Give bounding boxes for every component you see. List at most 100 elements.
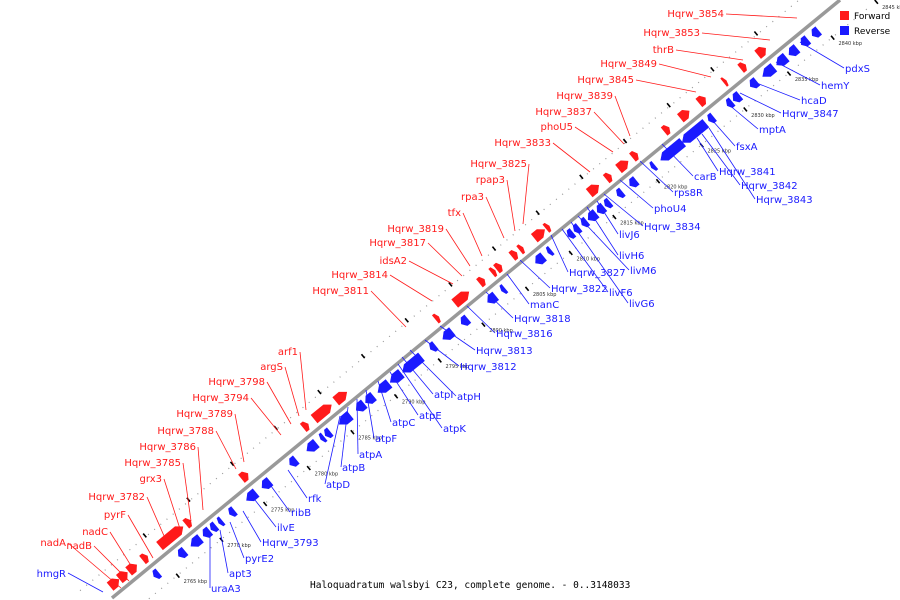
reverse-gene-1 [177,546,189,559]
tick-bottom-14 [786,71,792,77]
reverse-gene-23 [499,284,509,294]
forward-leader-30 [701,32,771,41]
reverse-gene-label: Hqrw_3818 [514,314,571,325]
forward-gene-0 [106,578,120,591]
reverse-gene-19 [429,341,439,352]
reverse-gene-33 [629,176,640,188]
forward-gene-label: tfx [448,208,461,219]
reverse-gene-28 [580,216,591,228]
reverse-leader-22 [519,259,551,289]
reverse-leader-6 [270,485,291,513]
tick-top-14 [753,30,759,36]
forward-leader-5 [163,478,182,533]
reverse-gene-label: Hqrw_3822 [551,284,608,295]
reverse-gene-label: ribB [291,508,311,519]
tick-label: 2790 kbp [402,400,426,406]
tick-label: 2765 kbp [184,579,208,585]
forward-leader-27 [635,79,697,93]
tick-top-4 [317,389,322,395]
tick-top-0 [142,533,147,538]
reverse-gene-4 [209,521,220,533]
tick-label: 2810 kbp [577,256,601,262]
tick-top-11 [622,138,628,144]
forward-leader-6 [182,462,192,522]
forward-gene-label: Hqrw_3839 [556,91,613,102]
reverse-leader-23 [550,234,569,273]
legend-swatch-reverse [840,26,849,35]
tick-label: 2820 kbp [664,185,688,191]
forward-gene-10 [431,313,441,324]
forward-gene-22 [629,151,639,162]
backbone-line [110,0,842,600]
reverse-gene-22 [487,291,500,304]
reverse-leader-3 [229,521,245,559]
reverse-gene-3 [202,526,214,538]
forward-gene-3 [139,553,149,565]
forward-leader-3 [127,514,154,559]
forward-gene-label: thrB [653,45,674,56]
reverse-gene-30 [596,202,608,215]
reverse-gene-40 [749,77,761,89]
forward-gene-label: grx3 [140,474,162,485]
forward-gene-7 [299,421,310,433]
forward-gene-label: Hqrw_3849 [600,59,657,70]
tick-bottom-8 [524,286,530,292]
reverse-gene-39 [732,91,744,103]
reverse-gene-11 [318,432,328,443]
forward-gene-label: rpa3 [461,192,484,203]
forward-leader-26 [614,95,631,137]
tick-top-13 [710,66,715,72]
tick-label: 2780 kbp [315,471,339,477]
forward-leader-24 [574,126,614,153]
tick-bottom-4 [350,429,355,435]
forward-gene-label: Hqrw_3811 [312,286,369,297]
tick-top-9 [535,210,540,216]
reverse-gene-label: atpB [342,463,365,474]
reverse-leader-25 [570,221,629,304]
genome-backbone [110,0,842,600]
forward-gene-label: nadA [40,538,66,549]
reverse-gene-label: Hqrw_3793 [262,538,319,549]
tick-bottom-13 [743,107,748,112]
tick-top-8 [491,246,497,252]
forward-leader-25 [593,111,625,145]
reverse-gene-38 [725,97,736,109]
reverse-gene-label: rfk [308,494,322,505]
reverse-gene-label: pyrE2 [245,554,274,565]
forward-gene-label: Hqrw_3845 [577,75,634,86]
reverse-gene-36 [682,119,710,143]
forward-gene-11 [451,291,470,308]
gene-labels: nadA nadB nadC pyrF Hqrw_3782 grx3 Hqrw_3785 Hq… [37,9,870,595]
tick-top-5 [360,353,366,359]
reverse-gene-label: rps8R [674,188,703,199]
reverse-gene-20 [442,327,456,340]
forward-gene-label: Hqrw_3814 [331,270,388,281]
reverse-leader-8 [324,415,341,485]
reverse-gene-label: manC [530,300,559,311]
forward-leader-22 [522,163,530,225]
reverse-gene-27 [572,223,583,234]
forward-leader-23 [552,142,591,173]
reverse-gene-label: hmgR [37,569,66,580]
reverse-gene-label: livJ6 [619,230,640,241]
tick-label: 2785 kbp [358,436,382,442]
reverse-gene-45 [811,26,823,38]
tick-top-12 [666,102,671,108]
reverse-gene-9 [289,455,300,467]
forward-leader-9 [234,413,245,463]
reverse-gene-10 [306,438,320,452]
reverse-gene-8 [261,477,274,490]
tick-label: 2805 kbp [533,292,557,298]
forward-gene-25 [695,95,707,108]
reverse-gene-label: atpF [375,434,397,445]
map-caption: Haloquadratum walsbyi C23, complete geno… [310,580,630,591]
forward-gene-28 [754,46,766,59]
reverse-gene-label: atpD [326,480,350,491]
reverse-leader-35 [708,127,756,200]
forward-leader-20 [485,196,505,239]
reverse-leader-14 [397,363,443,429]
tick-label: 2825 kbp [707,149,731,155]
reverse-gene-label: atpE [419,411,442,422]
reverse-gene-label: apt3 [229,569,252,580]
reverse-gene-26 [566,228,577,239]
